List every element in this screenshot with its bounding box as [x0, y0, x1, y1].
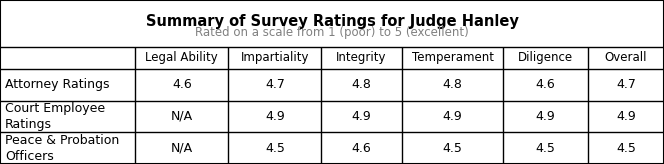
Text: Overall: Overall — [605, 51, 647, 64]
Text: 4.9: 4.9 — [536, 110, 556, 123]
Text: 4.9: 4.9 — [352, 110, 371, 123]
Text: Temperament: Temperament — [412, 51, 493, 64]
Text: 4.5: 4.5 — [443, 142, 462, 155]
Text: 4.7: 4.7 — [265, 78, 285, 91]
Text: N/A: N/A — [171, 110, 193, 123]
Text: Summary of Survey Ratings for Judge Hanley: Summary of Survey Ratings for Judge Hanl… — [145, 14, 519, 29]
Text: 4.9: 4.9 — [443, 110, 462, 123]
Text: 4.6: 4.6 — [536, 78, 556, 91]
Text: 4.5: 4.5 — [616, 142, 636, 155]
Text: Peace & Probation
Officers: Peace & Probation Officers — [5, 134, 120, 163]
Text: 4.7: 4.7 — [616, 78, 636, 91]
Text: 4.5: 4.5 — [265, 142, 285, 155]
Text: Legal Ability: Legal Ability — [145, 51, 218, 64]
Text: 4.8: 4.8 — [352, 78, 372, 91]
Text: Diligence: Diligence — [518, 51, 573, 64]
Text: 4.9: 4.9 — [616, 110, 636, 123]
Text: 4.6: 4.6 — [352, 142, 371, 155]
Text: 4.6: 4.6 — [172, 78, 192, 91]
Text: Attorney Ratings: Attorney Ratings — [5, 78, 110, 91]
Text: 4.9: 4.9 — [265, 110, 285, 123]
Text: Court Employee
Ratings: Court Employee Ratings — [5, 102, 105, 131]
Text: 4.8: 4.8 — [443, 78, 462, 91]
Text: Rated on a scale from 1 (poor) to 5 (excellent): Rated on a scale from 1 (poor) to 5 (exc… — [195, 26, 469, 39]
Text: Impartiality: Impartiality — [240, 51, 309, 64]
Text: 4.5: 4.5 — [536, 142, 556, 155]
Text: Integrity: Integrity — [337, 51, 387, 64]
Text: N/A: N/A — [171, 142, 193, 155]
